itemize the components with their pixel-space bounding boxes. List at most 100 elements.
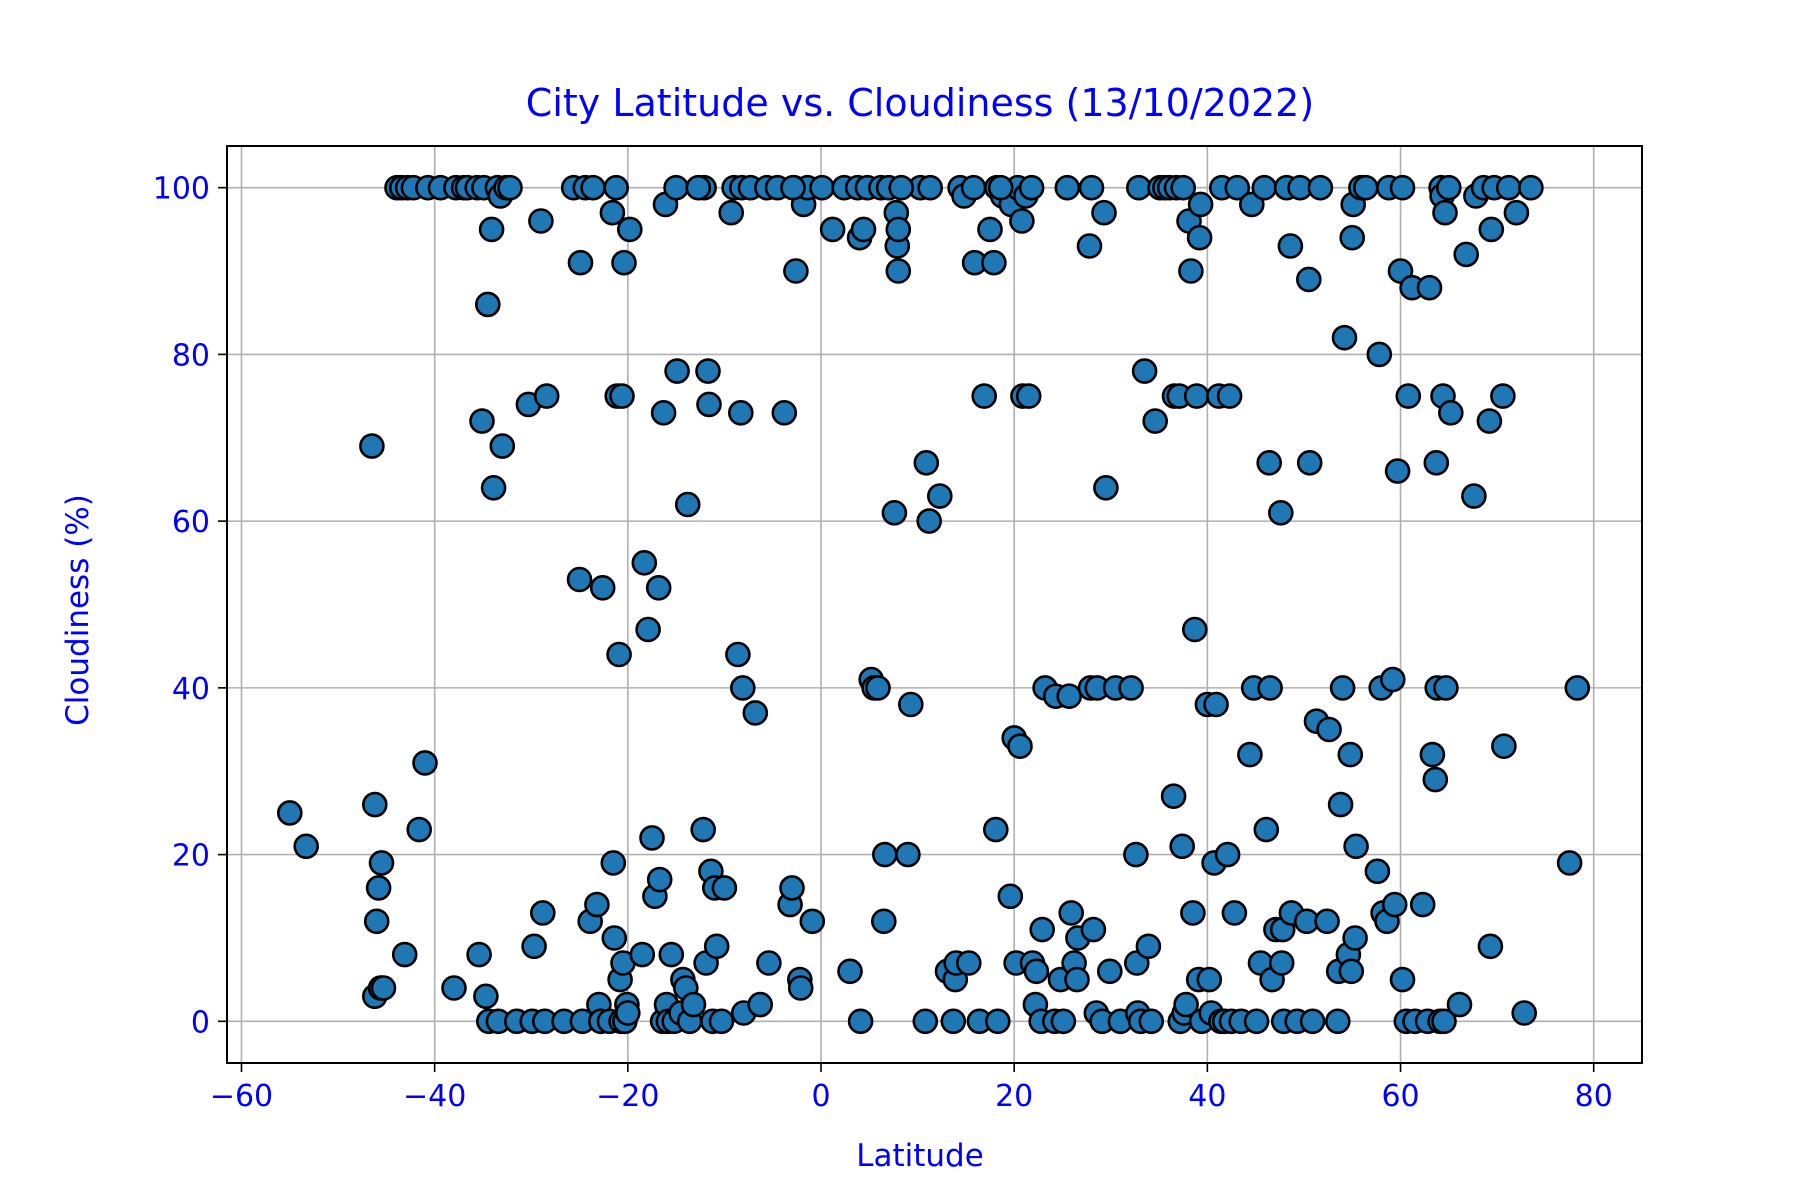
data-points	[276, 174, 1591, 1035]
data-point	[926, 483, 953, 509]
data-point	[680, 991, 707, 1018]
data-point	[984, 1008, 1011, 1035]
data-point	[695, 358, 721, 384]
data-point	[606, 641, 632, 668]
data-point	[897, 691, 924, 718]
data-point	[1138, 1008, 1165, 1035]
data-point	[406, 816, 433, 843]
data-point	[567, 249, 594, 276]
data-point	[1023, 958, 1050, 985]
data-point	[611, 249, 637, 276]
data-point	[987, 174, 1014, 201]
x-tick-label: 80	[1575, 1079, 1613, 1114]
chart-title: City Latitude vs. Cloudiness (13/10/2022…	[526, 81, 1314, 125]
data-point	[663, 174, 689, 201]
data-point	[580, 174, 606, 201]
data-point	[747, 991, 774, 1018]
data-point	[1380, 666, 1406, 693]
data-point	[599, 199, 626, 226]
data-point	[916, 508, 943, 534]
data-point	[977, 216, 1003, 243]
data-point	[1389, 966, 1416, 993]
data-point	[1142, 408, 1168, 434]
data-point	[1187, 191, 1214, 218]
data-point	[850, 216, 877, 243]
data-point	[912, 1008, 939, 1035]
data-point	[1054, 174, 1081, 201]
data-point	[616, 216, 643, 243]
data-point	[885, 216, 912, 243]
data-point	[1183, 383, 1210, 409]
data-point	[1432, 199, 1458, 226]
data-point	[1419, 741, 1446, 768]
x-tick-label: 20	[995, 1079, 1033, 1114]
data-point	[1314, 908, 1340, 935]
x-tick-label: 40	[1188, 1079, 1226, 1114]
data-point	[1476, 408, 1503, 434]
data-point	[614, 1000, 641, 1026]
data-point	[888, 174, 915, 201]
data-point	[1170, 174, 1196, 201]
data-point	[819, 216, 846, 243]
data-point	[474, 291, 501, 318]
data-point	[1093, 474, 1119, 501]
data-point	[1214, 841, 1241, 868]
data-point	[871, 841, 898, 868]
data-point	[960, 174, 987, 201]
axis-ticks: −60 −40 −20 0 20 40 60 80 0 20 40 60 80 100	[153, 172, 1613, 1114]
data-point	[370, 975, 397, 1001]
data-point	[1431, 1008, 1457, 1035]
data-point	[771, 399, 798, 426]
data-point	[1342, 925, 1368, 951]
data-point	[1327, 791, 1354, 818]
data-point	[674, 491, 701, 518]
data-point	[742, 700, 769, 726]
data-point	[412, 750, 438, 776]
data-point	[1503, 199, 1530, 226]
x-tick-label: −40	[403, 1079, 466, 1114]
x-axis-title: Latitude	[856, 1138, 984, 1174]
data-point	[1178, 258, 1204, 284]
data-point	[601, 925, 628, 951]
data-point	[1268, 950, 1295, 976]
data-point	[1384, 458, 1411, 484]
data-point	[1056, 683, 1082, 710]
data-point	[885, 258, 912, 284]
data-point	[690, 816, 717, 843]
data-point	[473, 983, 499, 1010]
data-point	[1080, 916, 1107, 943]
data-point	[917, 174, 944, 201]
data-point	[521, 933, 547, 960]
data-point	[359, 433, 385, 459]
data-point	[1338, 958, 1365, 985]
data-point	[1135, 933, 1162, 960]
data-point	[528, 208, 554, 234]
data-point	[1316, 716, 1342, 743]
data-point	[982, 816, 1009, 843]
data-point	[1299, 1008, 1326, 1035]
data-point	[365, 875, 392, 901]
y-tick-label: 40	[172, 672, 210, 707]
data-point	[629, 941, 656, 968]
data-point	[1422, 766, 1449, 793]
data-point	[497, 174, 523, 201]
data-point	[1296, 449, 1323, 476]
x-tick-label: 60	[1381, 1079, 1419, 1114]
data-point	[658, 941, 685, 968]
data-point	[1325, 1008, 1351, 1035]
data-point	[837, 958, 863, 985]
data-point	[639, 825, 665, 851]
y-tick-label: 100	[153, 172, 210, 207]
data-point	[1018, 174, 1045, 201]
data-point	[1091, 199, 1117, 226]
data-point	[1518, 174, 1544, 201]
data-point	[708, 1008, 735, 1035]
data-point	[1438, 399, 1464, 426]
data-point	[368, 850, 395, 876]
data-point	[391, 941, 418, 968]
data-point	[940, 1008, 967, 1035]
data-point	[756, 950, 782, 976]
data-point	[293, 833, 320, 860]
data-point	[361, 791, 388, 818]
